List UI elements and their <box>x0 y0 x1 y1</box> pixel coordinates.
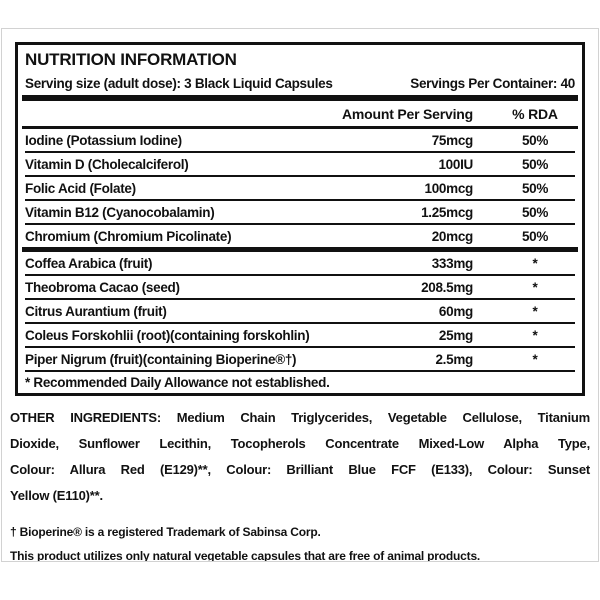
botanical-rda: * <box>532 255 538 271</box>
botanical-name: Citrus Aurantium (fruit) <box>25 303 167 319</box>
botanical-rows: Coffea Arabica (fruit) 333mg * Theobroma… <box>25 252 575 370</box>
divider-thick-middle <box>22 247 578 252</box>
botanical-rda: * <box>532 279 538 295</box>
servings-per-container-text: Servings Per Container: 40 <box>410 75 575 91</box>
rda-footnote: * Recommended Daily Allowance not establ… <box>25 370 575 393</box>
nutrient-name: Chromium (Chromium Picolinate) <box>25 228 232 244</box>
botanical-name: Piper Nigrum (fruit)(containing Bioperin… <box>25 351 297 367</box>
nutrient-rda: 50% <box>521 204 549 220</box>
table-row: Citrus Aurantium (fruit) 60mg * <box>25 298 575 322</box>
divider-thick-top <box>22 95 578 101</box>
other-ingredients-line: OTHER INGREDIENTS: Medium Chain Triglyce… <box>10 410 590 425</box>
nutrient-amount: 1.25mcg <box>421 204 473 220</box>
nutrition-label-card: NUTRITION INFORMATION Serving size (adul… <box>1 28 599 562</box>
nutrient-amount: 100mcg <box>424 180 474 196</box>
table-row: Vitamin B12 (Cyanocobalamin) 1.25mcg 50% <box>25 199 575 223</box>
table-row: Vitamin D (Cholecalciferol) 100IU 50% <box>25 151 575 175</box>
serving-size-text: Serving size (adult dose): 3 Black Liqui… <box>25 75 333 91</box>
other-ingredients-line: Colour: Allura Red (E129)**, Colour: Bri… <box>10 462 590 477</box>
nutrient-name: Iodine (Potassium Iodine) <box>25 132 182 148</box>
botanical-amount: 60mg <box>438 303 473 319</box>
nutrient-rda: 50% <box>521 156 549 172</box>
nutrient-rda: 50% <box>521 228 549 244</box>
botanical-name: Coffea Arabica (fruit) <box>25 255 153 271</box>
nutrient-name: Vitamin D (Cholecalciferol) <box>25 156 189 172</box>
table-row: Coffea Arabica (fruit) 333mg * <box>25 252 575 274</box>
column-header-rda: % RDA <box>512 105 558 122</box>
table-row: Folic Acid (Folate) 100mcg 50% <box>25 175 575 199</box>
botanical-name: Theobroma Cacao (seed) <box>25 279 180 295</box>
column-header-row: Amount Per Serving % RDA <box>25 101 575 126</box>
nutrient-amount: 20mcg <box>431 228 474 244</box>
botanical-amount: 208.5mg <box>421 279 473 295</box>
nutrient-amount: 100IU <box>438 156 473 172</box>
botanical-rda: * <box>532 351 538 367</box>
nutrient-rda: 50% <box>521 132 549 148</box>
vegetable-capsules-note: This product utilizes only natural veget… <box>10 549 481 562</box>
table-row: Coleus Forskohlii (root)(containing fors… <box>25 322 575 346</box>
botanical-rda: * <box>532 327 538 343</box>
serving-row: Serving size (adult dose): 3 Black Liqui… <box>25 71 575 95</box>
nutrition-title: NUTRITION INFORMATION <box>25 50 237 69</box>
botanical-amount: 333mg <box>431 255 474 271</box>
bioperine-trademark-note: † Bioperine® is a registered Trademark o… <box>10 525 321 539</box>
table-row: Chromium (Chromium Picolinate) 20mcg 50% <box>25 223 575 247</box>
nutrient-amount: 75mcg <box>431 132 474 148</box>
column-header-amount: Amount Per Serving <box>342 105 473 122</box>
nutrient-name: Folic Acid (Folate) <box>25 180 136 196</box>
botanical-amount: 2.5mg <box>435 351 473 367</box>
nutrient-rows: Iodine (Potassium Iodine) 75mcg 50% Vita… <box>25 129 575 247</box>
other-ingredients-line: Yellow (E110)**. <box>10 488 103 503</box>
table-row: Piper Nigrum (fruit)(containing Bioperin… <box>25 346 575 370</box>
botanical-amount: 25mg <box>438 327 473 343</box>
nutrient-rda: 50% <box>521 180 549 196</box>
divider-medium <box>22 126 578 129</box>
nutrient-name: Vitamin B12 (Cyanocobalamin) <box>25 204 215 220</box>
nutrition-facts-box: NUTRITION INFORMATION Serving size (adul… <box>15 42 585 396</box>
botanical-name: Coleus Forskohlii (root)(containing fors… <box>25 327 310 343</box>
table-row: Theobroma Cacao (seed) 208.5mg * <box>25 274 575 298</box>
other-ingredients-line: Dioxide, Sunflower Lecithin, Tocopherols… <box>10 436 590 451</box>
table-row: Iodine (Potassium Iodine) 75mcg 50% <box>25 129 575 151</box>
other-ingredients-paragraph: OTHER INGREDIENTS: Medium Chain Triglyce… <box>10 405 590 509</box>
botanical-rda: * <box>532 303 538 319</box>
